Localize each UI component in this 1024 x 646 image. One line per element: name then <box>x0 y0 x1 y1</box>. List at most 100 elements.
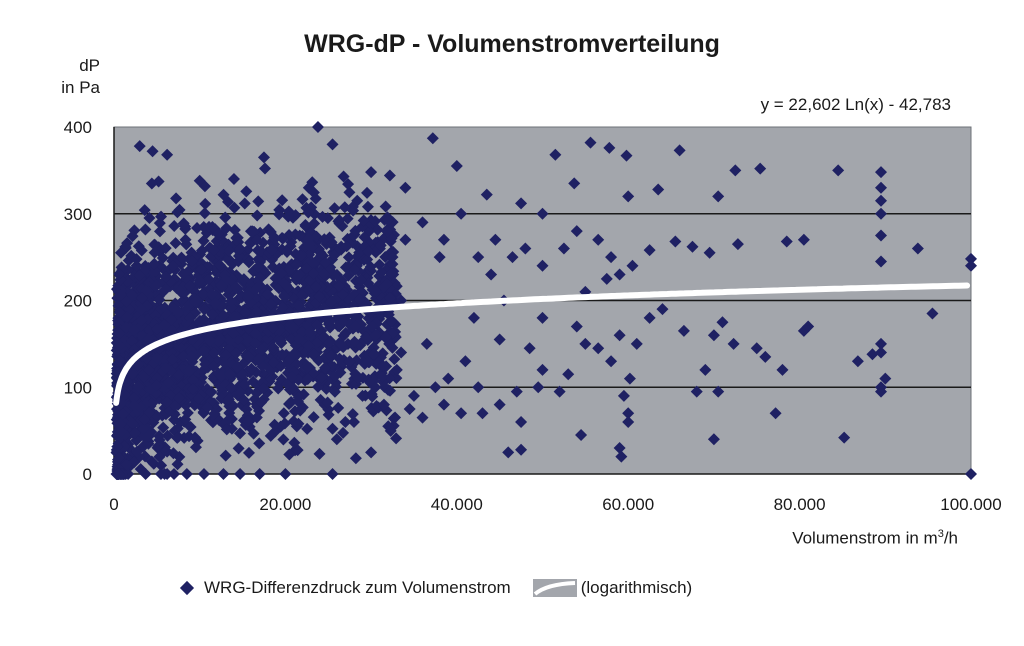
data-point <box>120 295 133 308</box>
data-point <box>605 251 618 264</box>
data-point <box>232 442 245 455</box>
data-point <box>252 195 265 208</box>
data-point <box>349 320 362 333</box>
x-tick-label: 40.000 <box>431 495 483 514</box>
data-point <box>202 273 215 286</box>
x-axis-label-text: Volumenstrom in m <box>792 528 938 548</box>
x-tick-label: 0 <box>109 495 118 514</box>
data-point <box>154 468 167 480</box>
y-axis-label: dP in Pa <box>40 55 100 99</box>
data-point <box>358 231 371 244</box>
data-point <box>536 363 549 376</box>
data-point <box>669 235 682 248</box>
data-point <box>283 448 296 461</box>
data-point <box>167 407 180 420</box>
data-point <box>253 437 266 450</box>
data-point <box>251 332 264 345</box>
data-point <box>135 244 148 257</box>
data-point <box>153 293 166 306</box>
data-point <box>875 207 888 220</box>
y-tick-label: 400 <box>64 118 92 137</box>
data-point <box>615 450 628 463</box>
data-point <box>167 260 180 273</box>
data-point <box>450 160 463 173</box>
data-point <box>965 468 977 480</box>
data-point <box>643 244 656 257</box>
data-point <box>333 214 346 227</box>
data-point <box>249 327 262 340</box>
data-point <box>769 407 782 420</box>
data-point <box>274 334 287 347</box>
data-point <box>189 441 202 454</box>
data-point <box>502 446 515 459</box>
data-point <box>729 164 742 177</box>
data-point <box>113 339 126 352</box>
data-point <box>282 210 295 223</box>
data-point <box>367 348 380 361</box>
data-point <box>223 368 236 381</box>
data-point <box>195 263 208 276</box>
data-point <box>352 372 365 385</box>
data-point <box>255 245 268 258</box>
data-point <box>189 295 202 308</box>
data-point <box>349 224 362 237</box>
data-point <box>366 390 379 403</box>
data-point <box>480 188 493 201</box>
data-point <box>230 347 243 360</box>
data-point <box>381 225 394 238</box>
data-point <box>150 279 163 292</box>
data-point <box>476 407 489 420</box>
data-point <box>875 166 888 179</box>
legend-item-scatter: WRG-Differenzdruck zum Volumenstrom <box>179 578 511 598</box>
data-point <box>138 204 151 217</box>
data-point <box>315 371 328 384</box>
data-point <box>759 350 772 363</box>
data-point <box>802 320 815 333</box>
data-point <box>142 363 155 376</box>
data-point <box>242 256 255 269</box>
data-point <box>121 310 134 323</box>
data-point <box>173 392 186 405</box>
data-point <box>716 316 729 329</box>
data-point <box>197 221 210 234</box>
data-point <box>557 242 570 255</box>
data-point <box>356 389 369 402</box>
data-point <box>193 314 206 327</box>
data-point <box>965 259 977 272</box>
data-point <box>285 396 298 409</box>
data-point <box>205 385 218 398</box>
data-point <box>198 303 211 316</box>
data-point <box>328 202 341 215</box>
data-point <box>707 329 720 342</box>
data-point <box>182 364 195 377</box>
data-point <box>875 385 888 398</box>
data-point <box>145 177 158 190</box>
data-point <box>383 291 396 304</box>
data-point <box>222 195 235 208</box>
data-point <box>234 242 247 255</box>
data-point <box>160 271 173 284</box>
data-point <box>426 132 439 145</box>
data-point <box>247 427 260 440</box>
data-point <box>126 367 139 380</box>
data-point <box>177 267 190 280</box>
chart-title: WRG-dP - Volumenstromverteilung <box>304 30 720 58</box>
data-point <box>232 249 245 262</box>
data-point <box>153 450 166 463</box>
data-point <box>114 288 127 301</box>
data-point <box>187 374 200 387</box>
data-point <box>250 234 263 247</box>
data-point <box>219 211 232 224</box>
data-point <box>429 381 442 394</box>
data-point <box>369 381 382 394</box>
data-point <box>575 428 588 441</box>
data-point <box>180 468 193 480</box>
data-point <box>241 415 254 428</box>
data-point <box>343 355 356 368</box>
data-point <box>264 429 277 442</box>
data-point <box>677 324 690 337</box>
data-point <box>686 240 699 253</box>
data-point <box>215 369 228 382</box>
data-point <box>570 225 583 238</box>
data-point <box>218 357 231 370</box>
